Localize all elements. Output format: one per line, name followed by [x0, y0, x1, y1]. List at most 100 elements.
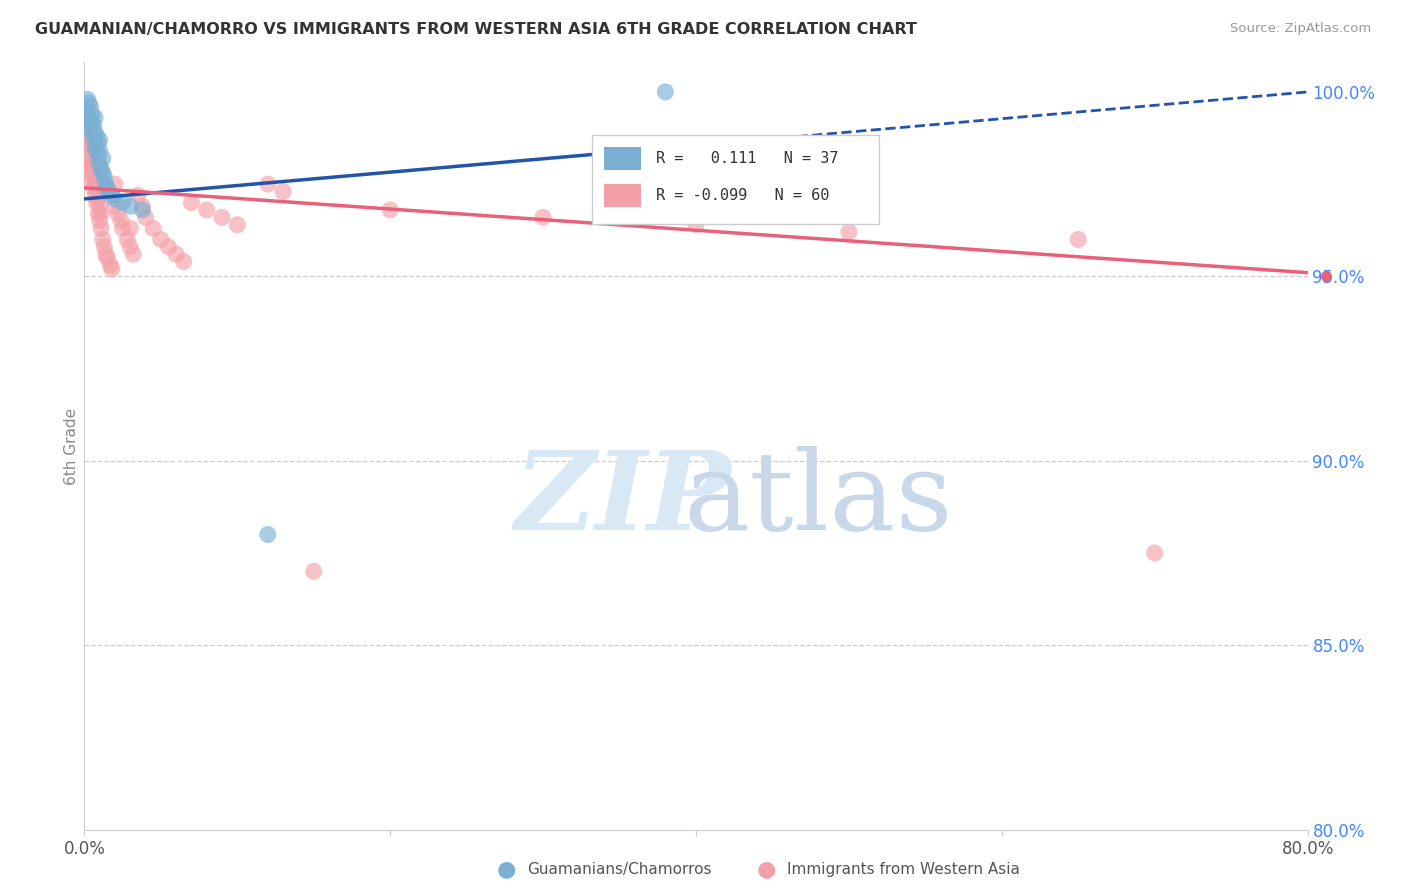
Point	[180, 195, 202, 210]
Text: ZIP: ZIP	[515, 446, 731, 553]
Point	[86, 195, 108, 210]
Point	[110, 214, 132, 228]
Point	[96, 181, 118, 195]
Point	[157, 240, 180, 254]
Point	[80, 159, 103, 173]
Point	[89, 144, 111, 158]
Point	[380, 202, 402, 217]
Point	[111, 221, 134, 235]
Point	[83, 166, 105, 180]
Point	[79, 166, 101, 180]
Y-axis label: 6th Grade: 6th Grade	[63, 408, 79, 484]
Point	[89, 199, 111, 213]
Point	[87, 136, 110, 151]
Point	[84, 126, 107, 140]
Point	[84, 111, 107, 125]
Text: atlas: atlas	[683, 446, 953, 553]
Point	[94, 247, 117, 261]
Point	[302, 565, 325, 579]
Point	[83, 118, 105, 132]
Point	[87, 151, 110, 165]
Point	[173, 254, 195, 268]
Text: GUAMANIAN/CHAMORRO VS IMMIGRANTS FROM WESTERN ASIA 6TH GRADE CORRELATION CHART: GUAMANIAN/CHAMORRO VS IMMIGRANTS FROM WE…	[35, 22, 917, 37]
Point	[142, 221, 165, 235]
Point	[80, 114, 103, 128]
Point	[77, 144, 100, 158]
Point	[211, 211, 233, 225]
Point	[89, 214, 111, 228]
Text: Immigrants from Western Asia: Immigrants from Western Asia	[787, 863, 1021, 877]
Point	[77, 95, 100, 110]
Point	[91, 166, 114, 180]
Point	[115, 232, 138, 246]
Point	[120, 221, 142, 235]
Point	[104, 199, 127, 213]
Point	[77, 114, 100, 128]
Point	[79, 151, 101, 165]
Text: R = -0.099   N = 60: R = -0.099 N = 60	[655, 187, 830, 202]
Point	[98, 258, 121, 272]
Bar	[605, 184, 641, 207]
Point	[79, 121, 101, 136]
Text: Guamanians/Chamorros: Guamanians/Chamorros	[527, 863, 711, 877]
Point	[93, 169, 115, 184]
Point	[1143, 546, 1166, 560]
Text: ●: ●	[496, 860, 516, 880]
Point	[96, 251, 118, 265]
Point	[149, 232, 172, 246]
Point	[86, 181, 108, 195]
Point	[77, 136, 100, 151]
Point	[86, 129, 108, 144]
Point	[84, 173, 107, 187]
Point	[84, 188, 107, 202]
Point	[131, 202, 153, 217]
Point	[101, 262, 124, 277]
Point	[87, 192, 110, 206]
Point	[120, 199, 142, 213]
Point	[271, 185, 294, 199]
Text: Source: ZipAtlas.com: Source: ZipAtlas.com	[1230, 22, 1371, 36]
Point	[90, 207, 112, 221]
Point	[83, 181, 105, 195]
Point	[101, 188, 124, 202]
Point	[75, 121, 97, 136]
Point	[195, 202, 218, 217]
Point	[89, 133, 111, 147]
Point	[1067, 232, 1090, 246]
Point	[84, 140, 107, 154]
Point	[107, 207, 129, 221]
Point	[226, 218, 249, 232]
Point	[165, 247, 187, 261]
Text: ●: ●	[756, 860, 776, 880]
Point	[91, 232, 114, 246]
Point	[94, 177, 117, 191]
Point	[76, 129, 98, 144]
Point	[80, 107, 103, 121]
Point	[685, 218, 707, 232]
Point	[127, 188, 149, 202]
Point	[97, 185, 120, 199]
Point	[79, 100, 101, 114]
Point	[75, 103, 97, 118]
Point	[135, 211, 157, 225]
Point	[76, 151, 98, 165]
Point	[257, 177, 280, 191]
Point	[75, 140, 97, 154]
Bar	[605, 147, 641, 169]
Point	[80, 173, 103, 187]
Point	[838, 225, 860, 239]
Point	[531, 211, 554, 225]
Point	[257, 527, 280, 541]
Point	[83, 133, 105, 147]
Point	[104, 192, 127, 206]
Point	[80, 126, 103, 140]
Point	[87, 177, 110, 191]
Point	[93, 240, 115, 254]
Point	[87, 207, 110, 221]
Point	[111, 195, 134, 210]
Point	[122, 247, 145, 261]
Bar	[592, 136, 880, 224]
Point	[89, 159, 111, 173]
Point	[77, 159, 100, 173]
Point	[76, 111, 98, 125]
